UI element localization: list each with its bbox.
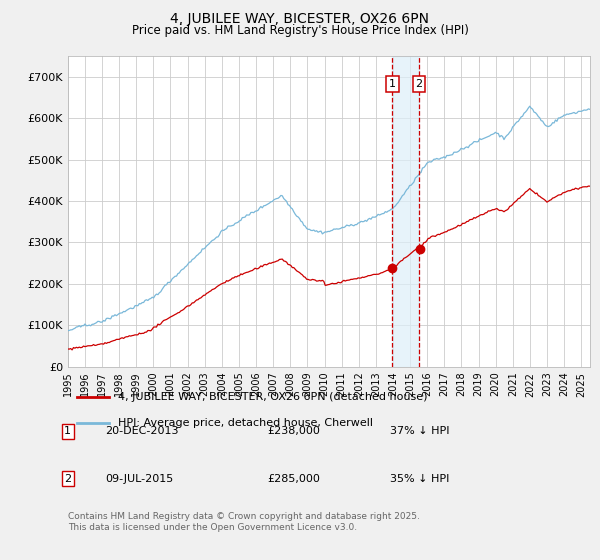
Text: 35% ↓ HPI: 35% ↓ HPI (390, 474, 449, 484)
Text: 20-DEC-2013: 20-DEC-2013 (105, 426, 179, 436)
Text: Price paid vs. HM Land Registry's House Price Index (HPI): Price paid vs. HM Land Registry's House … (131, 24, 469, 36)
Text: HPI: Average price, detached house, Cherwell: HPI: Average price, detached house, Cher… (118, 418, 373, 428)
Text: £238,000: £238,000 (267, 426, 320, 436)
Text: 4, JUBILEE WAY, BICESTER, OX26 6PN: 4, JUBILEE WAY, BICESTER, OX26 6PN (170, 12, 430, 26)
Text: 09-JUL-2015: 09-JUL-2015 (105, 474, 173, 484)
Text: 2: 2 (64, 474, 71, 484)
Text: 1: 1 (389, 79, 396, 89)
Text: 2: 2 (415, 79, 422, 89)
Text: Contains HM Land Registry data © Crown copyright and database right 2025.
This d: Contains HM Land Registry data © Crown c… (68, 512, 419, 531)
Text: £285,000: £285,000 (267, 474, 320, 484)
Text: 4, JUBILEE WAY, BICESTER, OX26 6PN (detached house): 4, JUBILEE WAY, BICESTER, OX26 6PN (deta… (118, 391, 427, 402)
Text: 37% ↓ HPI: 37% ↓ HPI (390, 426, 449, 436)
Text: 1: 1 (64, 426, 71, 436)
Bar (392, 56, 419, 367)
